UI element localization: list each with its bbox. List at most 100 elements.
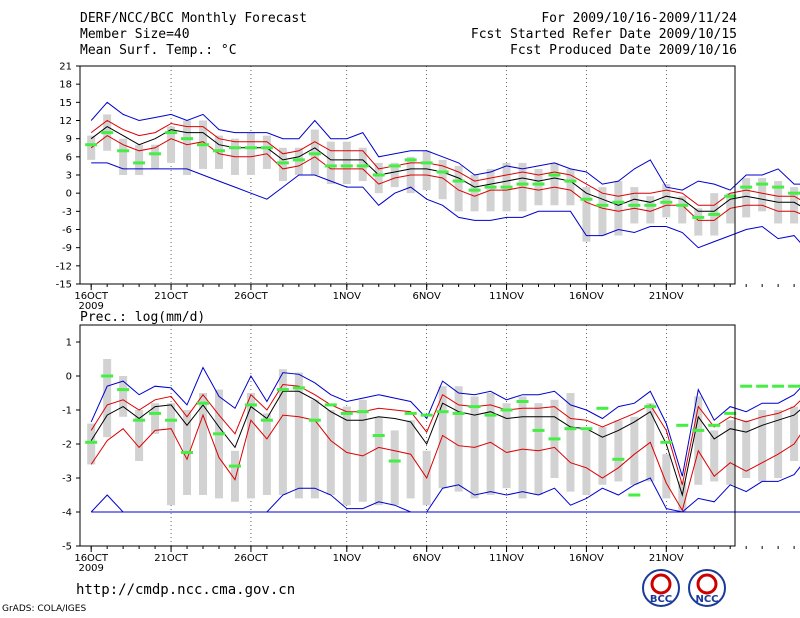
median-marker xyxy=(117,388,130,392)
median-marker xyxy=(404,411,417,415)
median-marker xyxy=(101,374,114,378)
median-marker xyxy=(372,173,385,177)
upper-spread-line xyxy=(90,119,800,206)
forecast-period: For 2009/10/16-2009/11/24 xyxy=(541,11,737,26)
x-tick-label: 1NOV xyxy=(333,291,362,302)
ensemble-mean-line xyxy=(90,390,800,497)
median-marker xyxy=(452,179,465,183)
median-marker xyxy=(276,388,289,392)
chart-title: DERF/NCC/BCC Monthly Forecast xyxy=(80,11,307,26)
median-marker xyxy=(596,203,609,207)
median-marker xyxy=(388,164,401,168)
ensemble-box xyxy=(390,430,399,506)
precip-panel-label: Prec.: log(mm/d) xyxy=(80,310,206,325)
ensemble-box xyxy=(790,187,799,224)
ncc-logo-swirl xyxy=(696,573,718,595)
median-marker xyxy=(484,185,497,189)
ensemble-box xyxy=(135,144,144,175)
median-marker xyxy=(580,427,593,431)
ensemble-box xyxy=(694,396,703,485)
ensemble-box xyxy=(358,147,367,182)
median-marker xyxy=(165,131,178,135)
median-marker xyxy=(644,405,657,409)
ensemble-box xyxy=(438,159,447,200)
median-marker xyxy=(436,170,449,174)
ensemble-box xyxy=(454,386,463,492)
lower-spread-line xyxy=(90,413,800,512)
ensemble-box xyxy=(310,129,319,175)
ensemble-box xyxy=(119,138,128,175)
median-marker xyxy=(708,212,721,216)
median-marker xyxy=(788,384,800,388)
median-marker xyxy=(85,440,98,444)
ensemble-box xyxy=(278,147,287,182)
median-marker xyxy=(580,197,593,201)
y-tick-label: -6 xyxy=(62,225,72,236)
y-tick-label: 1 xyxy=(66,338,72,349)
median-marker xyxy=(660,440,673,444)
y-tick-label: -9 xyxy=(62,243,72,254)
median-marker xyxy=(133,418,146,422)
median-marker xyxy=(612,200,625,204)
ensemble-box xyxy=(135,410,144,461)
x-tick-label: 11NOV xyxy=(489,291,524,302)
median-marker xyxy=(468,188,481,192)
ensemble-box xyxy=(246,393,255,499)
panel-precipitation: -5 -4 -3 -2 -1 0 1 16OCT 21OCT 26OCT 1NOV 6NOV 11NOV… xyxy=(62,324,800,574)
ensemble-box xyxy=(87,423,96,465)
ensemble-max-line xyxy=(90,101,800,191)
median-marker xyxy=(692,215,705,219)
ensemble-box xyxy=(790,406,799,461)
ensemble-box xyxy=(758,410,767,482)
x-tick-label: 21NOV xyxy=(649,291,684,302)
y-tick-label: 6 xyxy=(66,152,72,163)
median-marker xyxy=(532,182,545,186)
median-marker xyxy=(324,164,337,168)
ensemble-box xyxy=(646,196,655,224)
ensemble-box xyxy=(598,187,607,236)
ensemble-box xyxy=(199,393,208,495)
ensemble-box xyxy=(278,369,287,495)
median-marker xyxy=(676,203,689,207)
median-marker xyxy=(468,405,481,409)
median-marker xyxy=(724,411,737,415)
y-tick-label: 0 xyxy=(66,189,72,200)
y-tick-label: 3 xyxy=(66,171,72,182)
bcc-logo-swirl xyxy=(650,573,672,595)
x-tick-label: 26OCT xyxy=(234,291,269,302)
y-tick-label: -2 xyxy=(62,440,72,451)
y-tick-label: 21 xyxy=(59,62,72,73)
source-url[interactable]: http://cmdp.ncc.cma.gov.cn xyxy=(76,582,296,598)
ensemble-box xyxy=(342,141,351,185)
ensemble-box xyxy=(262,135,271,169)
plot-frame xyxy=(79,324,736,547)
header-left: DERF/NCC/BCC Monthly Forecast Member Size… xyxy=(80,11,307,59)
x-tick-label: 16OCT xyxy=(74,553,109,564)
median-marker xyxy=(276,161,289,165)
ensemble-box xyxy=(342,406,351,506)
y-tick-label: 15 xyxy=(59,98,72,109)
ensemble-box xyxy=(374,416,383,506)
panel-temperature: -15 -12 -9 -6 -3 0 3 6 9 12 15 18 21 16OCT 21OCT 26OCT 1… xyxy=(56,62,800,312)
median-marker xyxy=(660,200,673,204)
median-marker xyxy=(500,408,513,412)
median-marker xyxy=(740,384,753,388)
ensemble-box xyxy=(406,420,415,499)
ensemble-box xyxy=(326,410,335,495)
ensemble-box xyxy=(662,454,671,499)
ensemble-box xyxy=(358,399,367,502)
ensemble-box xyxy=(310,399,319,499)
ensemble-box xyxy=(374,162,383,194)
median-marker xyxy=(260,146,273,150)
median-marker xyxy=(564,179,577,183)
median-marker xyxy=(149,152,162,156)
x-tick-label: 21NOV xyxy=(649,553,684,564)
ensemble-box xyxy=(470,175,479,212)
ensemble-box xyxy=(582,187,591,242)
forecast-start-date: Fcst Started Refer Date 2009/10/15 xyxy=(470,27,737,42)
x-tick-label: 11NOV xyxy=(489,553,524,564)
ensemble-box xyxy=(662,184,671,218)
ensemble-box xyxy=(534,168,543,206)
median-marker xyxy=(356,410,369,414)
ensemble-box xyxy=(694,208,703,236)
